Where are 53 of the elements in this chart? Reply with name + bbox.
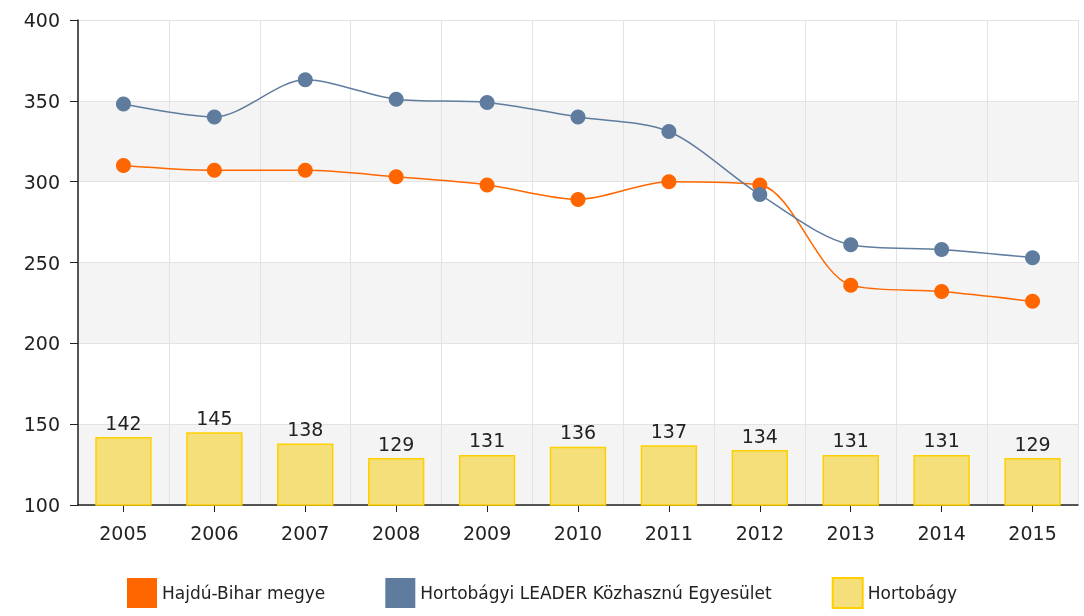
legend-label: Hortobágyi LEADER Közhasznú Egyesület: [420, 583, 773, 603]
x-tick-label: 2008: [372, 521, 421, 544]
x-tick-label: 2007: [281, 521, 330, 544]
data-label: 131: [468, 429, 506, 452]
point: [661, 124, 677, 140]
x-tick-label: 2012: [735, 521, 784, 544]
y-tick-label: 400: [23, 9, 60, 31]
data-label: 138: [287, 418, 324, 441]
point: [843, 277, 859, 293]
point: [297, 72, 313, 88]
x-tick-label: 2014: [917, 521, 966, 544]
y-tick-label: 200: [23, 332, 60, 355]
point: [297, 162, 313, 178]
x-tick-label: 2010: [553, 521, 603, 544]
x-tick-label: 2011: [644, 521, 694, 544]
data-label: 136: [559, 421, 597, 444]
point: [752, 187, 768, 203]
point: [570, 109, 586, 125]
data-label: 131: [923, 429, 960, 452]
point: [479, 177, 495, 193]
y-tick-label: 100: [23, 494, 60, 516]
data-label: 137: [650, 419, 688, 442]
y-tick-label: 250: [23, 251, 60, 274]
point: [206, 162, 222, 178]
point: [570, 191, 586, 207]
point: [1025, 293, 1041, 309]
point: [1025, 250, 1041, 266]
data-label: 129: [378, 432, 415, 455]
point: [661, 174, 677, 190]
data-label: 129: [1014, 432, 1051, 455]
point: [843, 237, 859, 253]
y-tick-label: 350: [23, 89, 60, 112]
data-label: 145: [196, 406, 233, 429]
x-tick-label: 2009: [462, 521, 512, 544]
data-label: 134: [741, 424, 778, 447]
data-label: 142: [105, 411, 142, 434]
y-tick-label: 150: [23, 413, 60, 436]
y-tick-label: 300: [23, 170, 60, 193]
point: [115, 96, 131, 112]
point: [388, 169, 404, 185]
point: [388, 91, 404, 107]
point: [206, 109, 222, 125]
legend-label: Hortobágy: [867, 583, 958, 603]
data-label: 131: [832, 429, 869, 452]
x-tick-label: 2005: [99, 521, 148, 544]
x-tick-label: 2013: [826, 521, 875, 544]
legend-label: Hajdú-Bihar megye: [161, 583, 326, 603]
point: [934, 284, 950, 300]
x-tick-label: 2015: [1008, 521, 1057, 544]
point: [479, 94, 495, 110]
x-tick-label: 2006: [190, 521, 239, 544]
point: [115, 158, 131, 173]
point: [934, 242, 950, 258]
